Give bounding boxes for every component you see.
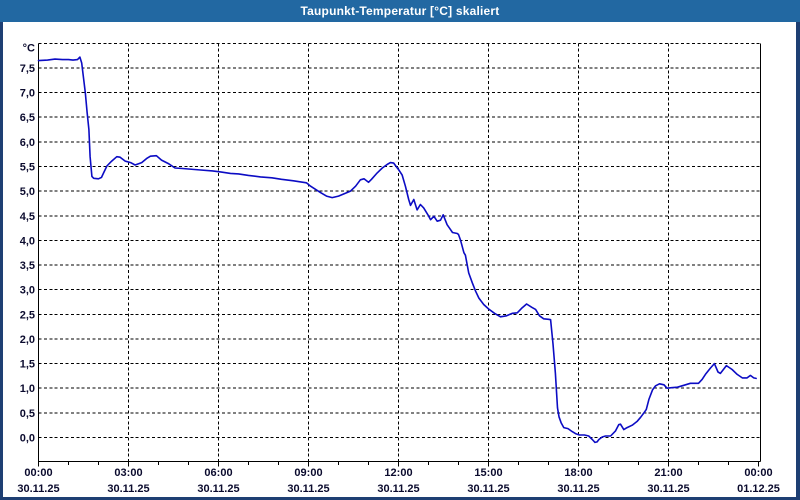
window-border-left xyxy=(0,22,3,500)
y-axis-tick-label: 4,5 xyxy=(20,211,35,223)
x-axis-date-label: 30.11.25 xyxy=(107,483,149,495)
x-axis-time-label: 00:00 xyxy=(744,467,772,479)
x-axis-date-label: 30.11.25 xyxy=(377,483,419,495)
x-axis-time-label: 03:00 xyxy=(114,467,142,479)
y-axis-tick-label: 1,5 xyxy=(20,359,35,371)
y-axis-tick-label: 2,5 xyxy=(20,309,35,321)
x-axis-date-label: 01.12.25 xyxy=(737,483,780,495)
y-axis-tick-label: 5,5 xyxy=(20,162,35,174)
y-axis-tick-label: 4,0 xyxy=(20,235,35,247)
x-axis-date-label: 30.11.25 xyxy=(557,483,599,495)
y-axis-tick-label: 7,0 xyxy=(20,88,35,100)
y-axis-tick-label: 5,0 xyxy=(20,186,35,198)
y-axis-tick-label: 0,5 xyxy=(20,408,35,420)
x-axis-date-label: 30.11.25 xyxy=(197,483,239,495)
dewpoint-series-line xyxy=(37,56,757,444)
y-axis-tick-label: 3,0 xyxy=(20,285,35,297)
x-axis-time-label: 18:00 xyxy=(564,467,592,479)
x-axis-time-label: 15:00 xyxy=(474,467,502,479)
x-axis-date-label: 30.11.25 xyxy=(647,483,689,495)
x-axis-time-label: 12:00 xyxy=(384,467,412,479)
x-axis-date-label: 30.11.25 xyxy=(287,483,329,495)
y-axis-tick-label: 6,5 xyxy=(20,112,35,124)
x-axis-time-label: 00:00 xyxy=(24,467,52,479)
window-titlebar: Taupunkt-Temperatur [°C] skaliert xyxy=(0,0,800,22)
x-axis-date-label: 30.11.25 xyxy=(17,483,59,495)
window-border-bottom xyxy=(0,497,800,500)
y-axis-unit-label: °C xyxy=(23,42,35,54)
y-axis-tick-label: 2,0 xyxy=(20,334,35,346)
window-border-right xyxy=(796,22,800,500)
x-axis-time-label: 06:00 xyxy=(204,467,232,479)
x-axis-time-label: 09:00 xyxy=(294,467,322,479)
y-axis-tick-label: 7,5 xyxy=(20,63,35,75)
x-axis-date-label: 30.11.25 xyxy=(467,483,509,495)
y-axis-tick-label: 1,0 xyxy=(20,383,35,395)
window-title: Taupunkt-Temperatur [°C] skaliert xyxy=(300,4,500,18)
x-axis-time-label: 21:00 xyxy=(654,467,682,479)
y-axis-tick-label: 6,0 xyxy=(20,137,35,149)
y-axis-tick-label: 3,5 xyxy=(20,260,35,272)
y-axis-tick-label: 0,0 xyxy=(20,433,35,445)
